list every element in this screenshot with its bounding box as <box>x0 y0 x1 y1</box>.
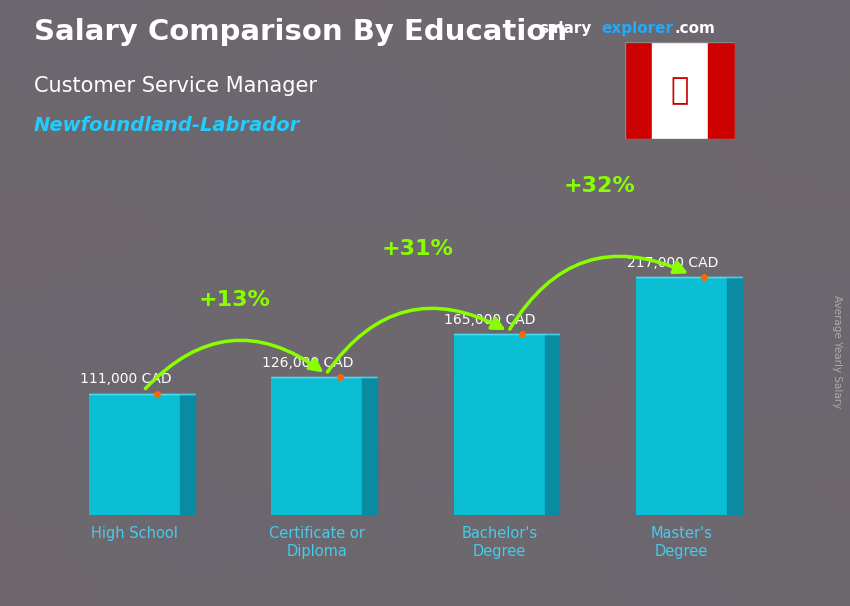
Text: 111,000 CAD: 111,000 CAD <box>80 372 171 387</box>
Text: +31%: +31% <box>381 239 453 259</box>
Text: .com: .com <box>674 21 715 36</box>
Bar <box>625 42 653 139</box>
Bar <box>653 42 707 139</box>
Text: +13%: +13% <box>199 290 270 310</box>
FancyBboxPatch shape <box>454 335 545 515</box>
Polygon shape <box>545 335 559 515</box>
FancyBboxPatch shape <box>636 278 728 515</box>
Text: 165,000 CAD: 165,000 CAD <box>445 313 536 327</box>
Text: 🍁: 🍁 <box>671 76 689 105</box>
Bar <box>707 42 735 139</box>
Text: Newfoundland-Labrador: Newfoundland-Labrador <box>34 116 300 135</box>
Text: Average Yearly Salary: Average Yearly Salary <box>832 295 842 408</box>
FancyBboxPatch shape <box>88 393 180 515</box>
Text: Customer Service Manager: Customer Service Manager <box>34 76 317 96</box>
Polygon shape <box>728 278 742 515</box>
Text: salary: salary <box>540 21 592 36</box>
Text: explorer: explorer <box>602 21 674 36</box>
Text: +32%: +32% <box>564 176 636 196</box>
Text: Salary Comparison By Education: Salary Comparison By Education <box>34 18 567 46</box>
Polygon shape <box>180 393 195 515</box>
Polygon shape <box>362 377 377 515</box>
Text: 126,000 CAD: 126,000 CAD <box>262 356 354 370</box>
FancyBboxPatch shape <box>271 377 362 515</box>
Text: 217,000 CAD: 217,000 CAD <box>627 256 718 270</box>
